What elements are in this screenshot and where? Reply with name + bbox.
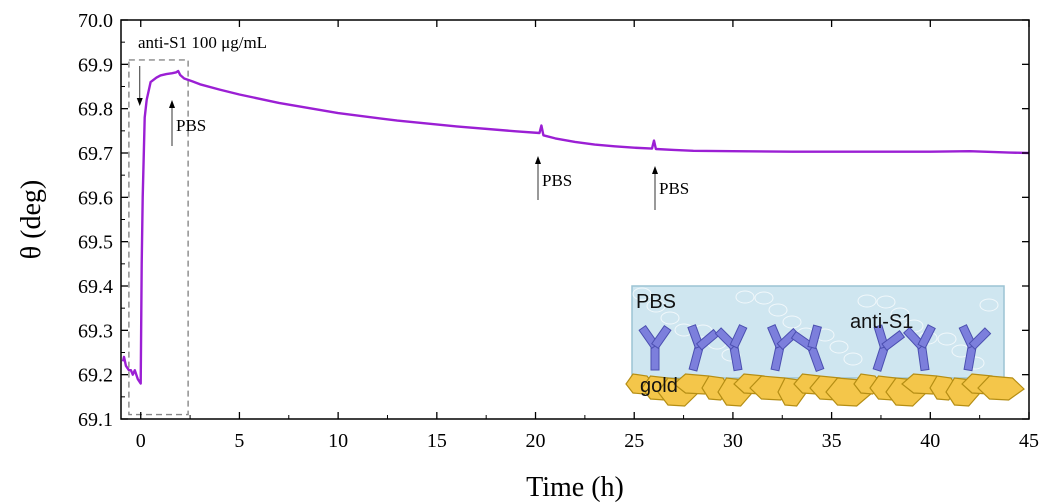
arrow-anti-s1-head	[136, 98, 143, 106]
x-tick-label: 45	[1019, 430, 1039, 452]
highlight-box-layer	[128, 59, 189, 416]
series-line-0	[121, 69, 1030, 385]
inset-antibody	[714, 324, 748, 372]
inset-droplet	[632, 287, 652, 301]
inset-droplet	[937, 332, 957, 346]
inset-droplet	[857, 294, 877, 308]
inset-gold-grain	[977, 375, 1025, 401]
x-tick-label: 20	[526, 430, 546, 452]
x-tick-label: 40	[920, 430, 940, 452]
x-tick-label: 15	[427, 430, 447, 452]
inset-antibody	[903, 324, 936, 372]
annotation-layer: anti-S1 100 μg/mL PBS PBS PBS	[136, 33, 689, 210]
inset-schematic: PBS anti-S1 gold	[625, 285, 1025, 407]
y-axis-label: θ (deg)	[16, 180, 47, 260]
arrow-pbs-2-head	[535, 156, 541, 164]
inset-antibody	[687, 324, 720, 372]
y-tick-label: 69.8	[78, 99, 113, 121]
inset-droplet	[646, 299, 666, 313]
antibody-stem	[650, 345, 660, 371]
annotation-pbs: PBS	[176, 116, 206, 135]
y-tick-label: 69.3	[78, 320, 113, 342]
inset-antibody	[872, 324, 906, 372]
antibody-arm-right	[807, 324, 822, 350]
y-axis-ticks: 69.1 69.2 69.3 69.4 69.5 69.6 69.7 69.8 69.9 70.0	[78, 10, 1029, 431]
annotation-anti-s1: anti-S1 100 μg/mL	[138, 33, 267, 52]
annotation-pbs: PBS	[659, 179, 689, 198]
y-tick-label: 69.2	[78, 365, 113, 387]
inset-droplet	[876, 295, 896, 309]
inset-antibody	[638, 324, 672, 371]
x-axis-ticks: 0 5 10 15 20 25 30 35 40 45	[136, 20, 1039, 452]
antibody-arm-right	[917, 324, 936, 349]
inset-label-pbs: PBS	[636, 291, 676, 313]
x-tick-label: 5	[234, 430, 244, 452]
y-tick-label: 69.9	[78, 54, 113, 76]
x-tick-label: 30	[723, 430, 743, 452]
y-tick-label: 70.0	[78, 10, 113, 32]
x-tick-label: 35	[822, 430, 842, 452]
series-layer	[121, 69, 1030, 385]
antibody-arm-right	[651, 324, 672, 349]
arrow-pbs-1-head	[169, 100, 175, 108]
y-tick-label: 69.7	[78, 143, 113, 165]
arrow-pbs-3-head	[652, 166, 658, 174]
inset-droplet	[754, 291, 774, 305]
inset-antibody	[767, 324, 800, 372]
annotation-pbs: PBS	[542, 171, 572, 190]
inset-droplet	[735, 290, 755, 304]
inset-droplet	[829, 340, 849, 354]
x-axis-label: Time (h)	[526, 472, 624, 503]
inset-droplet	[890, 307, 910, 321]
inset-droplet	[768, 303, 788, 317]
inset-label-anti-s1: anti-S1	[850, 311, 913, 333]
y-tick-label: 69.6	[78, 187, 113, 209]
antibody-arm-right	[729, 324, 748, 349]
inset-antibody	[958, 324, 992, 372]
highlight-box	[128, 59, 189, 416]
inset-droplet	[660, 311, 680, 325]
antibody-arm-right	[968, 327, 992, 350]
inset-droplet	[782, 315, 802, 329]
inset-droplet	[843, 352, 863, 366]
antibody-arm-right	[881, 330, 906, 352]
inset-label-gold: gold	[640, 375, 678, 397]
y-tick-label: 69.1	[78, 409, 113, 431]
inset-antibody	[790, 324, 825, 373]
x-tick-label: 25	[624, 430, 644, 452]
inset-droplet	[979, 298, 999, 312]
y-tick-label: 69.4	[78, 276, 113, 298]
y-tick-label: 69.5	[78, 232, 113, 254]
x-tick-label: 10	[328, 430, 348, 452]
x-tick-label: 0	[136, 430, 146, 452]
